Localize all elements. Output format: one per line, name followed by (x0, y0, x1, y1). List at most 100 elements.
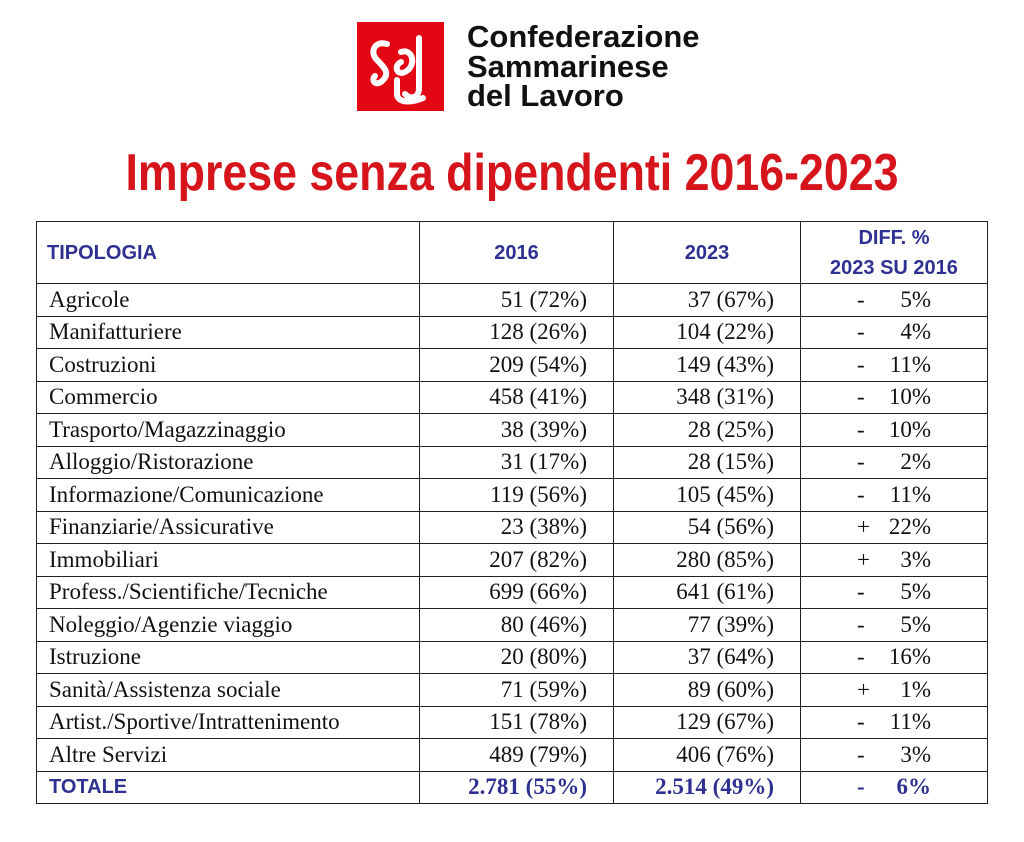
cell-2016: 2.781 (55%) (419, 770, 614, 804)
diff-sign: - (857, 351, 865, 377)
csdl-logo (357, 22, 444, 111)
organization-name-line3: del Lavoro (467, 78, 624, 113)
diff-value: 1% (900, 676, 931, 702)
cell-2023: 37 (67%) (613, 283, 801, 317)
cell-2016: 699 (66%) (419, 575, 614, 609)
table-row: Artist./Sportive/Intrattenimento 151 (78%… (36, 705, 988, 739)
table-row: Trasporto/Magazzinaggio 38 (39%) 28 (25%) -… (36, 413, 988, 447)
cell-diff: - 5% (800, 575, 988, 609)
cell-2016: 31 (17%) (419, 445, 614, 479)
cell-diff: +22% (800, 510, 988, 544)
diff-value: 5% (900, 611, 931, 637)
cell-diff: +1% (800, 673, 988, 707)
cell-tipologia: Noleggio/Agenzie viaggio (36, 608, 420, 642)
cell-diff: - 5% (800, 283, 988, 317)
diff-sign: - (857, 709, 865, 735)
diff-value: 2% (900, 449, 931, 475)
cell-tipologia: Artist./Sportive/Intrattenimento (36, 705, 420, 739)
cell-diff: -11% (800, 348, 988, 382)
cell-tipologia: Manifatturiere (36, 315, 420, 349)
diff-sign: - (857, 319, 865, 345)
cell-diff: - 6% (800, 770, 988, 804)
cell-2016: 209 (54%) (419, 348, 614, 382)
cell-diff: -16% (800, 640, 988, 674)
diff-sign: - (857, 741, 865, 767)
cell-diff: - 2% (800, 445, 988, 479)
cell-tipologia: Informazione/Comunicazione (36, 478, 420, 512)
cell-diff: - 5% (800, 608, 988, 642)
diff-sign: - (857, 449, 865, 475)
cell-2023: 348 (31%) (613, 380, 801, 414)
cell-2016: 207 (82%) (419, 543, 614, 577)
organization-name-line2: Sammarinese (467, 48, 669, 84)
diff-value: 3% (900, 741, 931, 767)
diff-value: 5% (900, 579, 931, 605)
table-row: Costruzioni 209 (54%) 149 (43%) -11% (36, 348, 988, 382)
diff-sign: - (857, 774, 865, 800)
cell-2016: 71 (59%) (419, 673, 614, 707)
cell-2016: 151 (78%) (419, 705, 614, 739)
cell-2023: 104 (22%) (613, 315, 801, 349)
cell-2016: 20 (80%) (419, 640, 614, 674)
diff-value: 10% (888, 384, 931, 410)
cell-2023: 280 (85%) (613, 543, 801, 577)
diff-sign: - (857, 286, 865, 312)
cell-2016: 489 (79%) (419, 738, 614, 772)
diff-sign: + (857, 514, 870, 540)
cell-2023: 2.514 (49%) (613, 770, 801, 804)
cell-diff: - 3% (800, 738, 988, 772)
diff-value: 5% (900, 286, 931, 312)
cell-tipologia: Trasporto/Magazzinaggio (36, 413, 420, 447)
cell-diff: -11% (800, 705, 988, 739)
cell-2023: 641 (61%) (613, 575, 801, 609)
cell-diff: -10% (800, 413, 988, 447)
diff-value: 16% (888, 644, 931, 670)
cell-tipologia: Commercio (36, 380, 420, 414)
diff-value: 22% (888, 514, 931, 540)
organization-name: Confederazione Sammarinese del Lavoro (467, 19, 700, 113)
cell-2016: 119 (56%) (419, 478, 614, 512)
diff-sign: - (857, 481, 865, 507)
cell-diff: +3% (800, 543, 988, 577)
cell-tipologia: Immobiliari (36, 543, 420, 577)
cell-diff: -11% (800, 478, 988, 512)
diff-sign: + (857, 676, 870, 702)
diff-value: 4% (900, 319, 931, 345)
cell-2023: 89 (60%) (613, 673, 801, 707)
diff-value: 11% (889, 351, 931, 377)
organization-name-line1: Confederazione (467, 19, 700, 54)
cell-2023: 406 (76%) (613, 738, 801, 772)
table-row: Informazione/Comunicazione 119 (56%) 105 (… (36, 478, 988, 512)
logo-mark-icon (370, 35, 426, 105)
diff-sign: - (857, 384, 865, 410)
cell-tipologia: Finanziarie/Assicurative (36, 510, 420, 544)
table-total-row: TOTALE 2.781 (55%) 2.514 (49%) - 6% (36, 770, 988, 804)
cell-2023: 105 (45%) (613, 478, 801, 512)
cell-tipologia: Istruzione (36, 640, 420, 674)
header-tipologia: TIPOLOGIA (36, 221, 420, 284)
cell-2016: 51 (72%) (419, 283, 614, 317)
cell-2023: 77 (39%) (613, 608, 801, 642)
cell-2023: 37 (64%) (613, 640, 801, 674)
table-header-row: TIPOLOGIA 2016 2023 DIFF. % 2023 SU 2016 (36, 221, 988, 284)
cell-diff: -10% (800, 380, 988, 414)
table-row: Sanità/Assistenza sociale 71 (59%) 89 (60%… (36, 673, 988, 707)
header-diff-line1: DIFF. % (858, 226, 930, 249)
cell-tipologia: Costruzioni (36, 348, 420, 382)
cell-2023: 149 (43%) (613, 348, 801, 382)
diff-value: 10% (888, 416, 931, 442)
header-2016: 2016 (419, 221, 614, 284)
table-row: Agricole 51 (72%) 37 (67%) - 5% (36, 283, 988, 317)
table-row: Noleggio/Agenzie viaggio 80 (46%) 77 (39%)… (36, 608, 988, 642)
table-row: Profess./Scientifiche/Tecniche 699 (66%) 6… (36, 575, 988, 609)
table-row: Commercio 458 (41%) 348 (31%) -10% (36, 380, 988, 414)
table-row: Manifatturiere 128 (26%) 104 (22%) - 4% (36, 315, 988, 349)
table-row: Alloggio/Ristorazione 31 (17%) 28 (15%) - 2% (36, 445, 988, 479)
cell-tipologia: Altre Servizi (36, 738, 420, 772)
cell-2023: 54 (56%) (613, 510, 801, 544)
cell-tipologia: Sanità/Assistenza sociale (36, 673, 420, 707)
cell-diff: - 4% (800, 315, 988, 349)
diff-value: 6% (896, 774, 932, 800)
table-row: Finanziarie/Assicurative 23 (38%) 54 (56%)… (36, 510, 988, 544)
diff-value: 3% (900, 546, 931, 572)
